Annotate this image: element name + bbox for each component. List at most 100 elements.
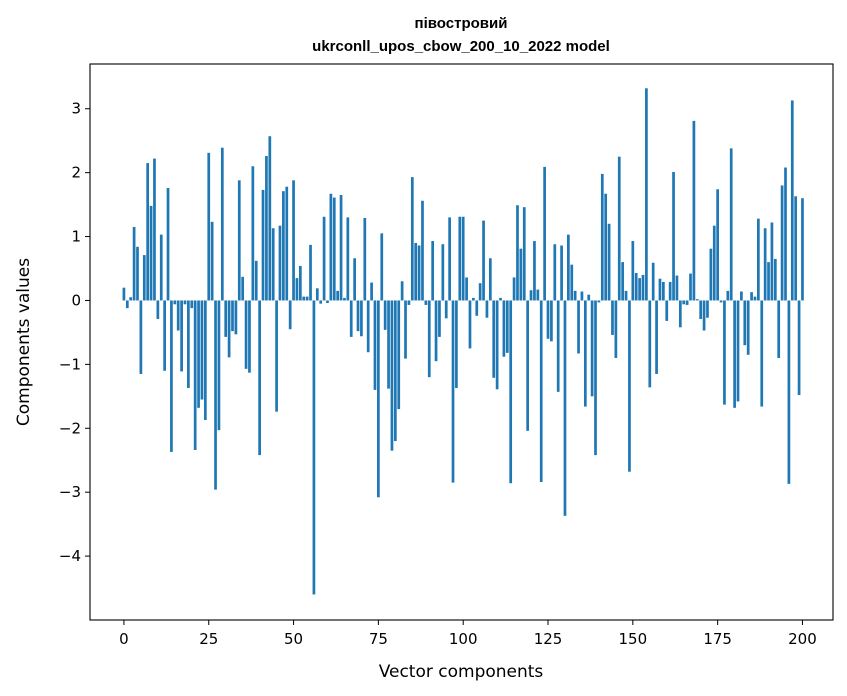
bar — [285, 186, 289, 301]
y-axis-ticks: −4 −3 −2 −1 0 1 2 3 — [59, 100, 90, 565]
bar — [156, 300, 160, 319]
bar — [543, 166, 546, 301]
bar — [393, 300, 397, 442]
bar — [173, 300, 177, 305]
bar — [692, 120, 696, 301]
bar — [784, 167, 787, 301]
bar — [315, 288, 319, 301]
bar — [597, 300, 601, 303]
bar — [275, 300, 278, 412]
bar — [227, 300, 231, 358]
bar — [519, 248, 523, 301]
bar — [207, 152, 211, 301]
bar — [492, 300, 496, 378]
bar — [658, 278, 662, 301]
bar — [475, 300, 479, 316]
bar — [410, 177, 414, 301]
bar — [678, 300, 682, 328]
bar — [716, 189, 719, 301]
bar — [563, 300, 567, 516]
bar — [159, 234, 163, 301]
bar — [780, 185, 784, 301]
bar — [214, 300, 217, 490]
bar — [397, 300, 401, 410]
bar — [689, 273, 692, 301]
bar — [709, 248, 713, 301]
bar — [662, 281, 665, 301]
bar — [244, 300, 248, 369]
bar — [787, 300, 791, 484]
bar — [193, 300, 197, 450]
bar — [360, 300, 363, 337]
x-tick-label: 0 — [119, 630, 129, 648]
bar — [482, 220, 485, 301]
bar — [641, 274, 645, 301]
x-tick-label: 175 — [703, 630, 732, 648]
bar — [210, 221, 214, 301]
bar — [427, 300, 431, 378]
bar — [217, 300, 221, 431]
bar — [282, 191, 285, 301]
chart-title-line-2: ukrconll_upos_cbow_200_10_2022 model — [312, 38, 610, 55]
bar — [536, 289, 540, 301]
bar — [485, 300, 489, 318]
bar — [231, 300, 234, 332]
bar — [590, 300, 594, 397]
bar — [794, 196, 798, 301]
bar — [723, 300, 726, 405]
bar — [366, 300, 370, 353]
y-axis-label: Components values — [14, 258, 34, 426]
x-axis-label: Vector components — [379, 662, 544, 682]
bar — [702, 300, 706, 331]
bar — [268, 136, 272, 301]
bar — [248, 300, 251, 373]
bar — [132, 226, 136, 301]
bar — [502, 300, 506, 357]
bar — [655, 300, 658, 374]
bar — [567, 234, 570, 301]
bar — [760, 300, 764, 407]
bar — [312, 300, 316, 595]
bar — [129, 297, 133, 301]
bar — [553, 244, 557, 301]
bar — [319, 300, 323, 304]
bar — [322, 216, 326, 301]
bar — [336, 290, 340, 301]
bar — [353, 258, 356, 301]
bar — [441, 244, 445, 301]
bar — [522, 207, 526, 301]
bar — [587, 294, 591, 301]
bar — [200, 300, 204, 400]
bar — [594, 300, 597, 456]
bar — [777, 300, 781, 358]
bar — [790, 100, 794, 301]
bar — [729, 148, 733, 301]
bar — [505, 300, 509, 353]
bar — [533, 241, 536, 301]
bar — [180, 300, 183, 372]
bar — [271, 228, 275, 301]
bar — [499, 297, 502, 301]
bar — [421, 200, 424, 301]
bar — [488, 258, 492, 301]
bar — [797, 300, 801, 396]
bar — [600, 173, 604, 301]
bar — [719, 300, 723, 303]
bar — [251, 166, 255, 301]
bar — [163, 300, 166, 371]
bar — [651, 262, 655, 301]
bar — [363, 218, 367, 301]
bar — [699, 300, 703, 319]
bar — [329, 193, 333, 301]
bar — [234, 300, 238, 335]
bar — [400, 281, 404, 301]
x-axis-ticks: 0 25 50 75 100 125 150 175 200 — [119, 620, 817, 648]
bar — [373, 300, 377, 390]
bar — [468, 300, 472, 349]
bar — [753, 296, 757, 301]
bar — [611, 300, 614, 335]
y-tick-label: −1 — [59, 355, 81, 373]
bar — [448, 217, 451, 301]
bar — [444, 300, 448, 319]
